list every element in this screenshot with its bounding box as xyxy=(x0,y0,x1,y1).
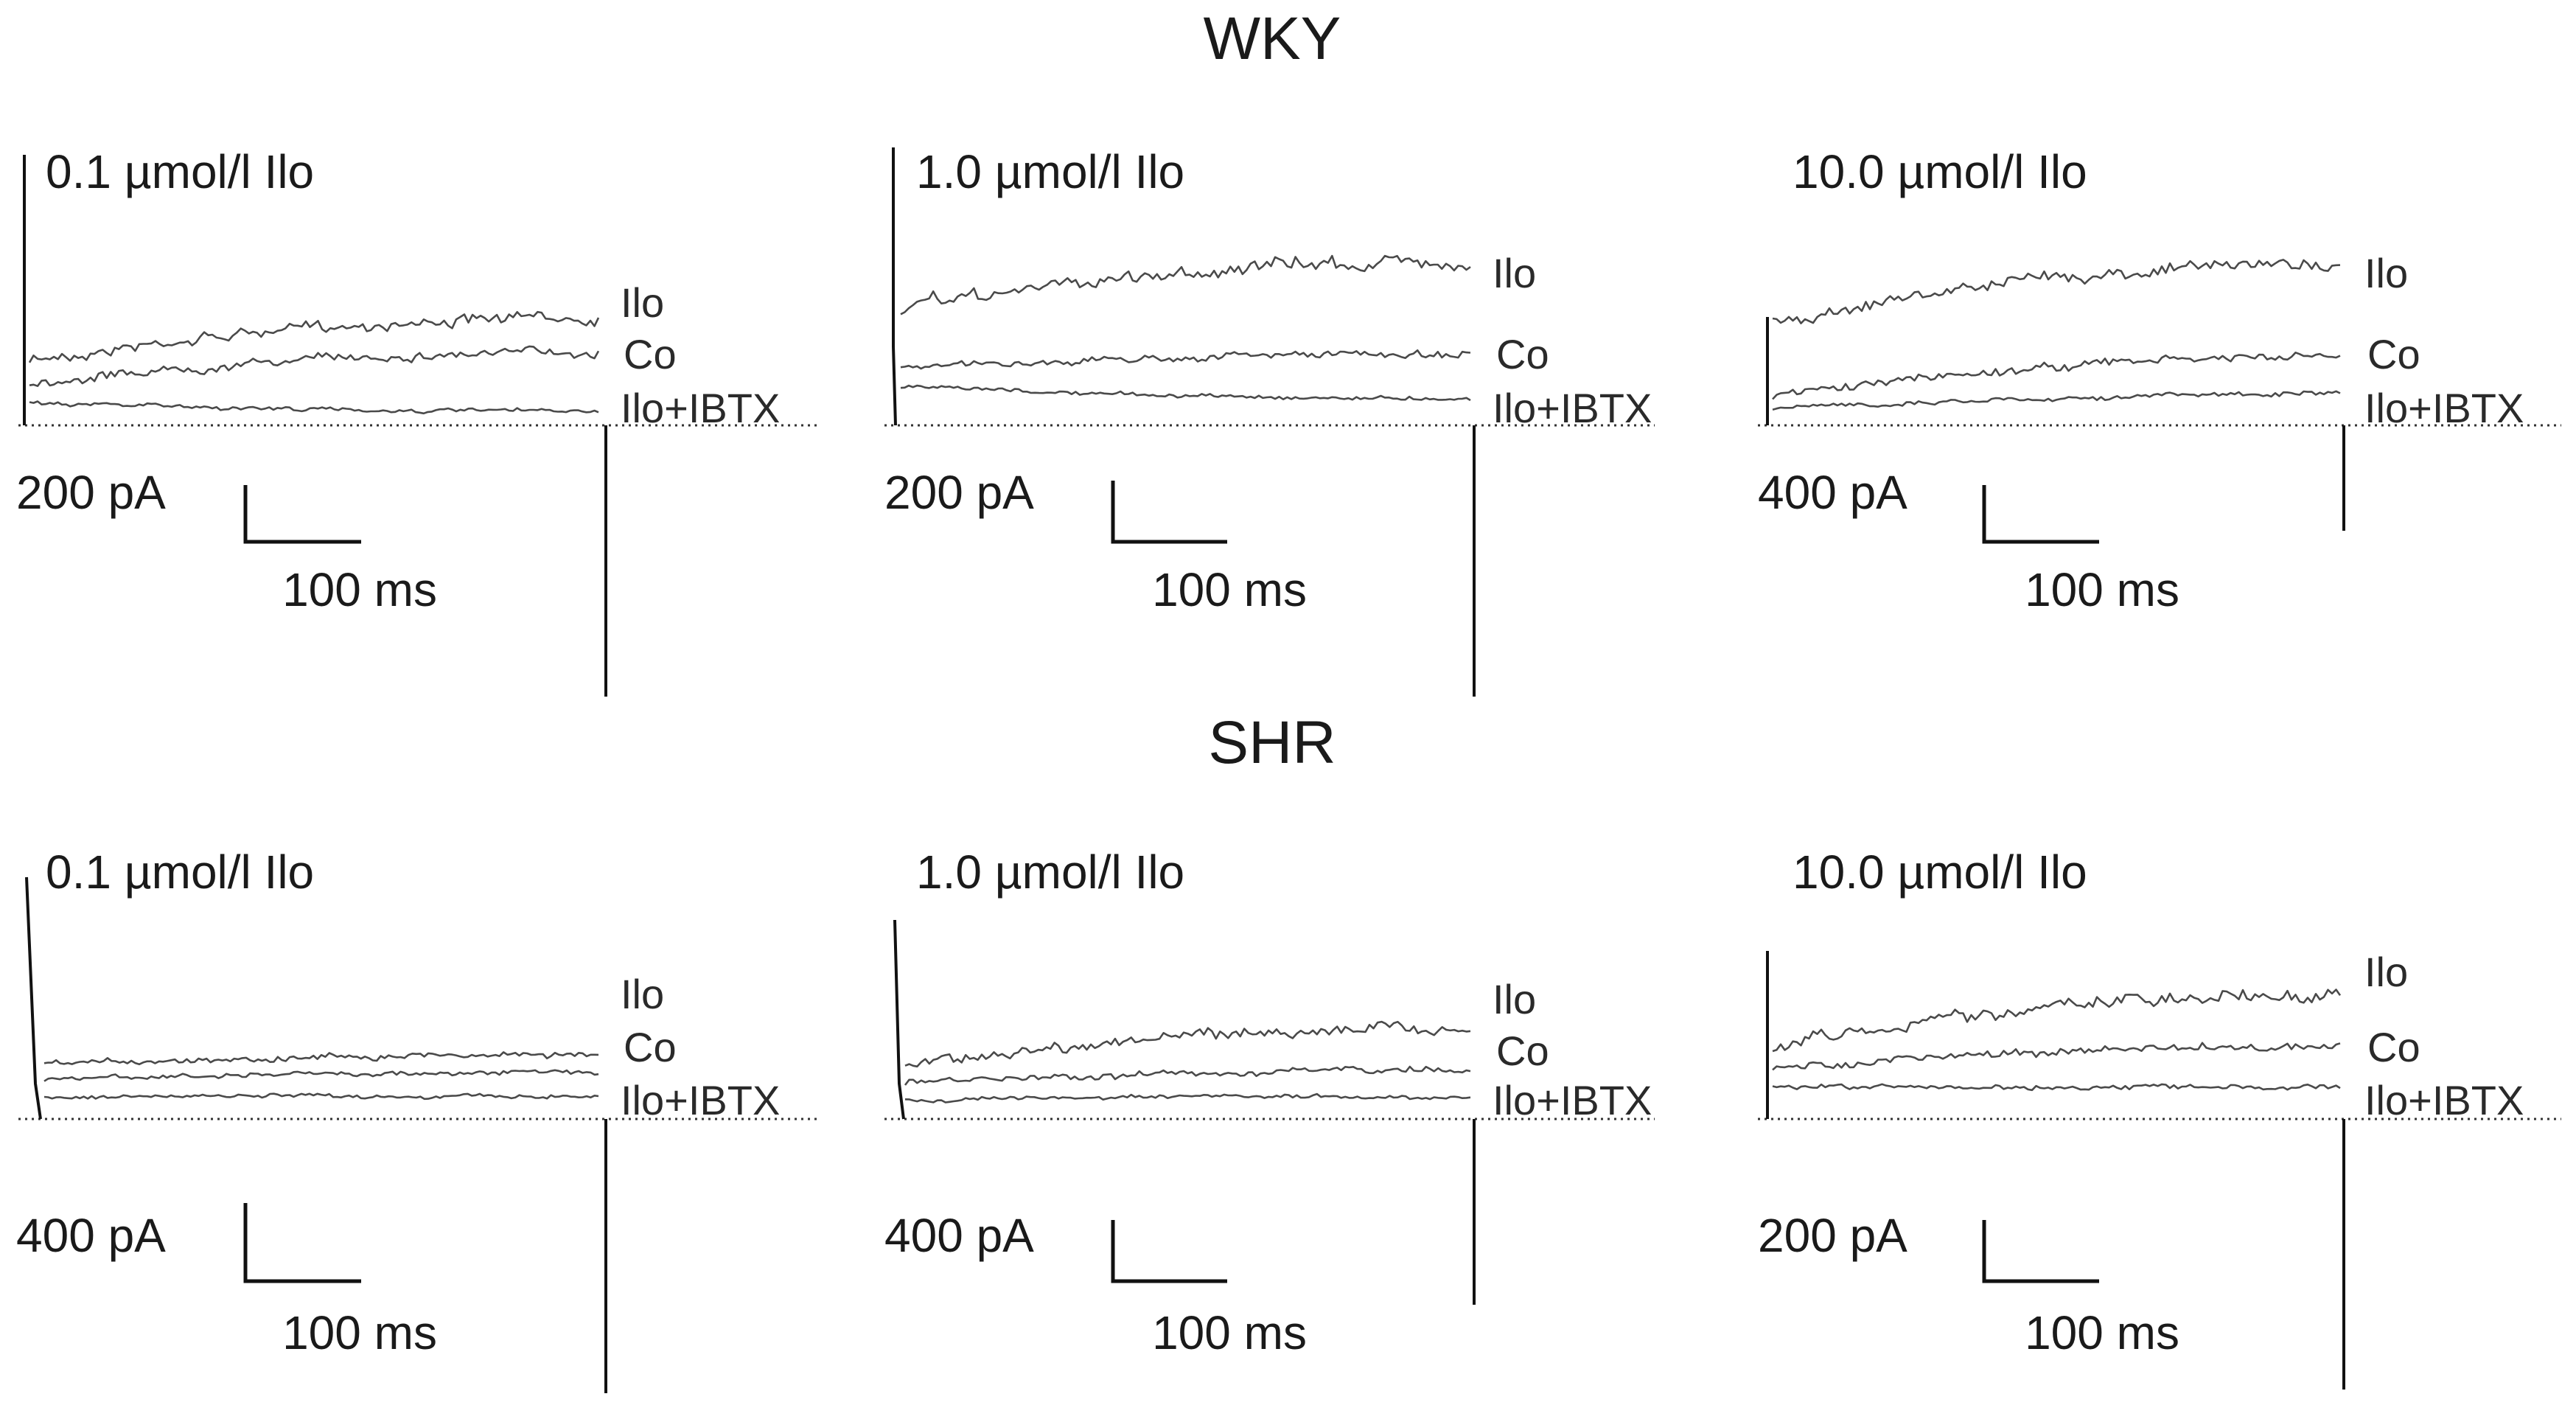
trace-label-ilo: Ilo xyxy=(621,971,664,1017)
time-scale-label: 100 ms xyxy=(1152,1306,1307,1359)
trace-co xyxy=(29,345,600,387)
trace-ilo xyxy=(1772,259,2341,324)
trace-ilo xyxy=(904,1020,1471,1068)
current-scale-label: 200 pA xyxy=(1758,1209,1907,1262)
scale-bar xyxy=(1111,1220,1227,1283)
trace-label-ilo: Ilo xyxy=(1493,976,1536,1022)
trace-ilo xyxy=(28,310,600,363)
trace-ilo-ibtx xyxy=(900,384,1471,402)
trace-ilo-ibtx xyxy=(904,1092,1471,1104)
trace-co xyxy=(904,1065,1471,1086)
concentration-label: 10.0 µmol/l Ilo xyxy=(1793,145,2087,198)
trace-label-ilo-ibtx: Ilo+IBTX xyxy=(621,385,780,431)
trace-ilo xyxy=(43,1051,599,1066)
current-scale-label: 200 pA xyxy=(884,466,1034,519)
trace-label-ilo: Ilo xyxy=(2364,949,2408,995)
panel-wky-2-3: 10.0 µmol/l Ilo Ilo Co Ilo+IBTX 400 pA 1… xyxy=(1758,145,2561,616)
time-scale-label: 100 ms xyxy=(282,563,437,616)
trace-ilo-ibtx xyxy=(1772,390,2341,411)
trace-label-co: Co xyxy=(2367,331,2420,377)
trace-ilo-ibtx xyxy=(29,400,599,415)
trace-label-ilo-ibtx: Ilo+IBTX xyxy=(1493,385,1652,431)
trace-ilo xyxy=(1772,989,2342,1053)
trace-label-ilo: Ilo xyxy=(2364,250,2408,296)
trace-co xyxy=(43,1069,599,1082)
current-scale-label: 400 pA xyxy=(1758,466,1907,519)
trace-ilo-ibtx xyxy=(43,1092,599,1101)
scale-bar xyxy=(1982,485,2099,544)
trace-ilo xyxy=(900,254,1471,315)
panel-shr-0-1: 0.1 µmol/l Ilo Ilo Co Ilo+IBTX 400 pA 10… xyxy=(16,846,818,1393)
scale-bar xyxy=(1111,481,1227,544)
time-scale-label: 100 ms xyxy=(2025,1306,2179,1359)
trace-co xyxy=(1772,1042,2341,1071)
trace-label-ilo-ibtx: Ilo+IBTX xyxy=(2364,1077,2524,1123)
panel-shr-1-2: 1.0 µmol/l Ilo Ilo Co Ilo+IBTX 400 pA 10… xyxy=(884,846,1655,1359)
onset-capacitive-transient xyxy=(892,147,897,426)
row-title-shr: SHR xyxy=(1208,709,1336,776)
trace-label-ilo: Ilo xyxy=(1493,250,1536,296)
time-scale-label: 100 ms xyxy=(2025,563,2179,616)
panel-wky-0-1: 0.1 µmol/l Ilo Ilo Co Ilo+IBTX 200 pA 10… xyxy=(16,145,818,697)
trace-label-ilo-ibtx: Ilo+IBTX xyxy=(2364,385,2524,431)
trace-co xyxy=(1772,352,2341,400)
panel-wky-1-2: 1.0 µmol/l Ilo Ilo Co Ilo+IBTX 200 pA 10… xyxy=(884,145,1655,697)
trace-ilo-ibtx xyxy=(1772,1083,2341,1092)
trace-label-ilo-ibtx: Ilo+IBTX xyxy=(1493,1077,1652,1123)
trace-label-co: Co xyxy=(1496,331,1549,377)
concentration-label: 0.1 µmol/l Ilo xyxy=(46,846,314,899)
time-scale-label: 100 ms xyxy=(282,1306,437,1359)
concentration-label: 0.1 µmol/l Ilo xyxy=(46,145,314,198)
concentration-label: 1.0 µmol/l Ilo xyxy=(916,145,1184,198)
scale-bar xyxy=(243,1203,361,1283)
concentration-label: 10.0 µmol/l Ilo xyxy=(1793,846,2087,899)
onset-capacitive-transient xyxy=(25,876,42,1120)
trace-label-co: Co xyxy=(624,1024,677,1070)
current-scale-label: 400 pA xyxy=(884,1209,1034,1262)
panel-shr-2-3: 10.0 µmol/l Ilo Ilo Co Ilo+IBTX 200 pA 1… xyxy=(1758,846,2561,1390)
trace-label-co: Co xyxy=(624,331,677,377)
scale-bar xyxy=(1982,1220,2099,1283)
current-scale-label: 400 pA xyxy=(16,1209,166,1262)
trace-label-ilo: Ilo xyxy=(621,279,664,326)
current-scale-label: 200 pA xyxy=(16,466,166,519)
row-title-wky: WKY xyxy=(1204,5,1341,72)
row-shr: SHR 0.1 µmol/l Ilo Ilo Co Ilo+IBTX 400 p… xyxy=(16,709,2561,1393)
scale-bar xyxy=(243,485,361,544)
time-scale-label: 100 ms xyxy=(1152,563,1307,616)
concentration-label: 1.0 µmol/l Ilo xyxy=(916,846,1184,899)
trace-label-co: Co xyxy=(1496,1028,1549,1074)
onset-capacitive-transient xyxy=(893,919,905,1120)
trace-co xyxy=(900,349,1471,370)
row-wky: WKY 0.1 µmol/l Ilo Ilo Co Ilo+IBTX 200 p… xyxy=(16,5,2561,697)
trace-label-ilo-ibtx: Ilo+IBTX xyxy=(621,1077,780,1123)
trace-label-co: Co xyxy=(2367,1024,2420,1070)
